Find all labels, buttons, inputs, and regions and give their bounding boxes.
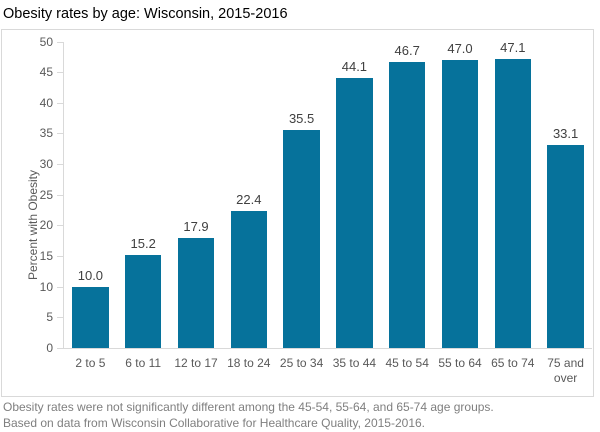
x-category-label: 12 to 17 (174, 356, 218, 370)
y-tick-mark (57, 72, 63, 73)
y-tick-mark (57, 42, 63, 43)
y-tick-mark (57, 225, 63, 226)
x-category-label: 65 to 74 (491, 356, 535, 370)
y-tick-label: 35 (39, 126, 53, 141)
y-tick-label: 50 (39, 34, 53, 49)
y-tick-label: 15 (39, 249, 53, 264)
bar (494, 59, 532, 348)
x-category-label: 35 to 44 (332, 356, 377, 370)
bar-value-label: 17.9 (183, 219, 209, 235)
y-tick-mark (57, 133, 63, 134)
y-tick-label: 10 (39, 279, 53, 294)
x-category-label: 25 to 34 (279, 356, 324, 370)
y-tick-label: 45 (39, 65, 53, 80)
bar (177, 238, 215, 348)
bar (388, 61, 426, 348)
bar-value-label: 47.0 (447, 40, 473, 56)
y-axis-line (63, 41, 64, 349)
bar-value-label: 22.4 (236, 191, 262, 207)
y-tick-label: 40 (39, 95, 53, 110)
x-category-label: 6 to 11 (125, 356, 162, 370)
y-tick-mark (57, 348, 63, 349)
plot-area: Percent with Obesity 0 5 10 15 20 25 30 35 40 45 5… (1, 29, 594, 397)
bar (72, 286, 109, 348)
x-category-label: 55 to 64 (438, 356, 482, 370)
footnote: Obesity rates were not significantly dif… (3, 400, 597, 431)
bar (336, 77, 373, 348)
y-tick-mark (57, 103, 63, 104)
bar-value-label: 46.7 (394, 42, 420, 58)
y-tick-label: 25 (39, 187, 53, 202)
y-tick-label: 20 (39, 218, 53, 233)
x-axis-line (63, 348, 592, 349)
y-tick-mark (57, 287, 63, 288)
x-category-label: 18 to 24 (227, 356, 271, 370)
footnote-line-2: Based on data from Wisconsin Collaborati… (3, 415, 425, 430)
y-tick-mark (57, 317, 63, 318)
y-tick-mark (57, 195, 63, 196)
bar-value-label: 44.1 (341, 58, 368, 74)
bar-value-label: 33.1 (552, 126, 579, 142)
bar-value-label: 10.0 (77, 267, 104, 283)
y-tick-label: 5 (46, 310, 53, 325)
chart-title: Obesity rates by age: Wisconsin, 2015-20… (3, 6, 288, 22)
y-tick-label: 30 (39, 157, 53, 172)
bar (441, 59, 479, 348)
x-category-label: 2 to 5 (75, 356, 106, 370)
footnote-line-1: Obesity rates were not significantly dif… (3, 400, 494, 414)
bar (124, 254, 162, 348)
y-tick-mark (57, 256, 63, 257)
bar (283, 130, 320, 348)
bar-value-label: 47.1 (500, 40, 526, 56)
x-category-label: 75 and over (547, 356, 584, 385)
bar-value-label: 35.5 (288, 111, 315, 127)
y-tick-mark (57, 164, 63, 165)
bar-value-label: 15.2 (130, 235, 156, 251)
bar (547, 145, 584, 348)
y-tick-label: 0 (46, 341, 53, 355)
bar (230, 210, 268, 348)
x-category-label: 45 to 54 (385, 356, 429, 370)
